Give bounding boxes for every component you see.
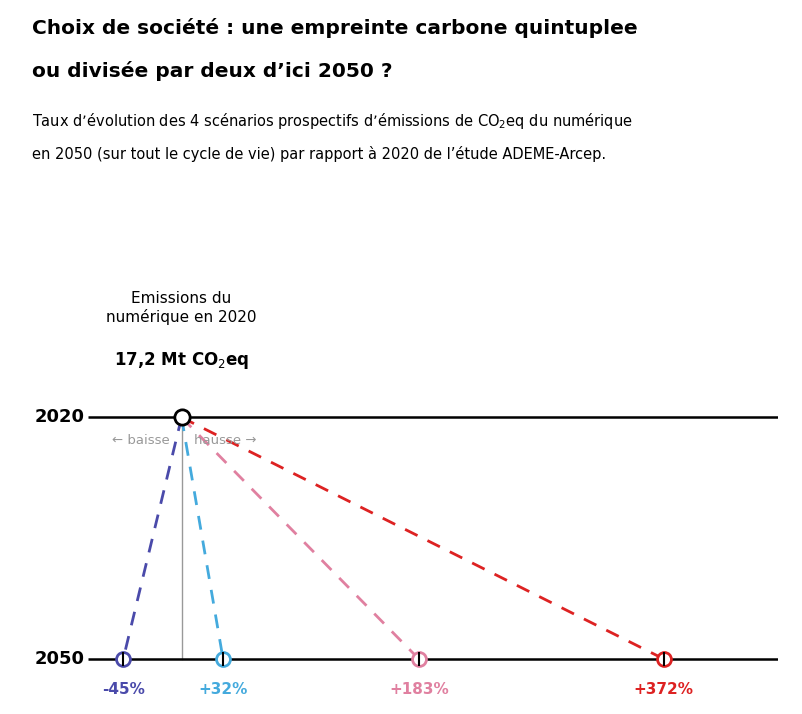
Text: Taux d’évolution des 4 scénarios prospectifs d’émissions de CO$_2$eq du numériqu: Taux d’évolution des 4 scénarios prospec… [32, 111, 633, 131]
Text: 2020: 2020 [34, 408, 84, 426]
Text: +32%: +32% [198, 682, 248, 697]
Text: +372%: +372% [634, 682, 694, 697]
Text: 2050: 2050 [34, 650, 84, 668]
Text: Choix de société : une empreinte carbone quintuplee: Choix de société : une empreinte carbone… [32, 18, 638, 38]
Text: ← baisse: ← baisse [111, 434, 169, 447]
Text: +183%: +183% [389, 682, 448, 697]
Text: 17,2 Mt CO$_2$eq: 17,2 Mt CO$_2$eq [114, 350, 249, 371]
Text: -45%: -45% [102, 682, 144, 697]
Text: Emissions du
numérique en 2020: Emissions du numérique en 2020 [107, 291, 257, 325]
Text: en 2050 (sur tout le cycle de vie) par rapport à 2020 de l’étude ADEME-Arcep.: en 2050 (sur tout le cycle de vie) par r… [32, 146, 606, 162]
Text: hausse →: hausse → [193, 434, 256, 447]
Text: ou divisée par deux d’ici 2050 ?: ou divisée par deux d’ici 2050 ? [32, 61, 393, 81]
